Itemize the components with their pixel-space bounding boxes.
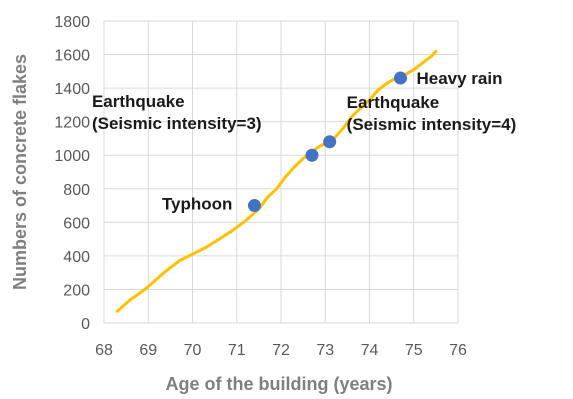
event-marker — [323, 135, 337, 149]
event-marker — [393, 71, 407, 85]
x-tick-label: 72 — [272, 342, 290, 359]
x-tick-label: 73 — [316, 342, 334, 359]
grid — [103, 20, 459, 324]
y-tick-label: 800 — [63, 182, 90, 199]
event-label-line: Earthquake — [347, 93, 440, 112]
event-label: Heavy rain — [416, 69, 502, 88]
event-label-line: (Seismic intensity=4) — [347, 115, 517, 134]
x-tick-label: 68 — [95, 342, 113, 359]
x-tick-label: 71 — [228, 342, 246, 359]
y-tick-label: 600 — [63, 215, 90, 232]
event-label: Earthquake (Seismic intensity=4) — [347, 93, 517, 134]
event-label: Typhoon — [162, 195, 233, 214]
y-tick-label: 400 — [63, 249, 90, 266]
y-tick-label: 0 — [81, 316, 90, 333]
y-tick-label: 1000 — [54, 148, 90, 165]
x-tick-label: 74 — [361, 342, 379, 359]
series-layer — [115, 49, 438, 313]
event-label: Earthquake (Seismic intensity=3) — [92, 92, 262, 133]
x-tick-label: 75 — [405, 342, 423, 359]
y-tick-label: 200 — [63, 282, 90, 299]
x-tick-label: 76 — [449, 342, 467, 359]
x-tick-label: 70 — [184, 342, 202, 359]
y-tick-label: 1800 — [54, 14, 90, 31]
x-axis-title: Age of the building (years) — [165, 374, 392, 394]
x-tick-label: 69 — [139, 342, 157, 359]
series-line — [115, 49, 438, 313]
y-axis-title: Numbers of concrete flakes — [10, 54, 30, 290]
event-label-line: Heavy rain — [416, 69, 502, 88]
event-label-line: Typhoon — [162, 195, 233, 214]
event-label-line: Earthquake — [92, 92, 185, 111]
y-tick-label: 1200 — [54, 115, 90, 132]
event-marker — [305, 148, 319, 162]
tick-labels: 0 200 400 600 800 1000 1200 1400 1600 1800 68 69 70 7… — [54, 14, 467, 359]
event-label-line: (Seismic intensity=3) — [92, 114, 262, 133]
event-markers — [247, 71, 407, 213]
y-tick-label: 1600 — [54, 48, 90, 65]
y-tick-label: 1400 — [54, 81, 90, 98]
event-marker — [247, 199, 261, 213]
